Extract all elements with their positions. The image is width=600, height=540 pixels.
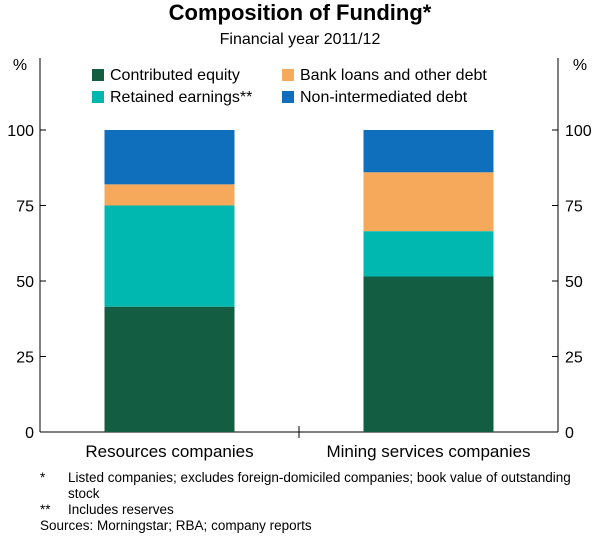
bar-resources-contributed-equity <box>104 306 235 432</box>
bar-group <box>104 130 494 432</box>
chart: Composition of Funding* Financial year 2… <box>7 0 592 461</box>
y-tick-label-right: 50 <box>565 274 583 291</box>
legend-swatch <box>282 91 294 103</box>
y-tick-label-left: 75 <box>16 199 34 216</box>
footnote-1: * Listed companies; excludes foreign-dom… <box>40 470 580 502</box>
footnote-text: Listed companies; excludes foreign-domic… <box>68 470 571 501</box>
x-tick-label: Resources companies <box>85 442 253 461</box>
bar-mining-services-bank-loans-and-other-debt <box>363 172 494 232</box>
x-tick-label: Mining services companies <box>326 442 530 461</box>
bar-resources-retained-earnings <box>104 205 235 307</box>
legend-label: Contributed equity <box>110 67 240 84</box>
footnote-2: ** Includes reserves <box>40 502 580 518</box>
y-axis-unit-left: % <box>13 57 27 74</box>
y-tick-label-right: 75 <box>565 199 583 216</box>
chart-subtitle: Financial year 2011/12 <box>220 31 381 48</box>
bar-mining-services-retained-earnings <box>363 231 494 277</box>
y-tick-label-right: 25 <box>565 350 583 367</box>
y-tick-label-right: 100 <box>565 123 592 140</box>
bar-mining-services-contributed-equity <box>363 276 494 432</box>
legend-label: Retained earnings** <box>110 89 252 106</box>
footnote-mark: ** <box>40 502 51 517</box>
bar-mining-services-non-intermediated-debt <box>363 130 494 173</box>
chart-title: Composition of Funding* <box>169 0 432 25</box>
legend-swatch <box>282 69 294 81</box>
legend-swatch <box>92 91 104 103</box>
footnote-mark: * <box>40 470 46 485</box>
legend: Contributed equity Retained earnings** Ban… <box>92 67 487 106</box>
y-tick-label-left: 25 <box>16 350 34 367</box>
legend-label: Bank loans and other debt <box>300 67 487 84</box>
legend-label: Non-intermediated debt <box>300 89 468 106</box>
footnotes: * Listed companies; excludes foreign-dom… <box>40 470 580 534</box>
bar-resources-bank-loans-and-other-debt <box>104 184 235 206</box>
y-tick-label-left: 50 <box>16 274 34 291</box>
y-tick-label-left: 0 <box>25 425 34 442</box>
bar-resources-non-intermediated-debt <box>104 130 235 185</box>
x-axis-labels: Resources companies Mining services compa… <box>85 442 530 461</box>
footnote-text: Includes reserves <box>68 502 174 517</box>
y-axis-unit-right: % <box>573 57 587 74</box>
y-axis-ticks: 0 0 25 25 50 50 75 75 100 100 <box>7 123 592 442</box>
y-tick-label-left: 100 <box>7 123 34 140</box>
legend-swatch <box>92 69 104 81</box>
sources-note: Sources: Morningstar; RBA; company repor… <box>40 518 580 534</box>
sources-text: Sources: Morningstar; RBA; company repor… <box>40 518 312 533</box>
y-tick-label-right: 0 <box>565 425 574 442</box>
